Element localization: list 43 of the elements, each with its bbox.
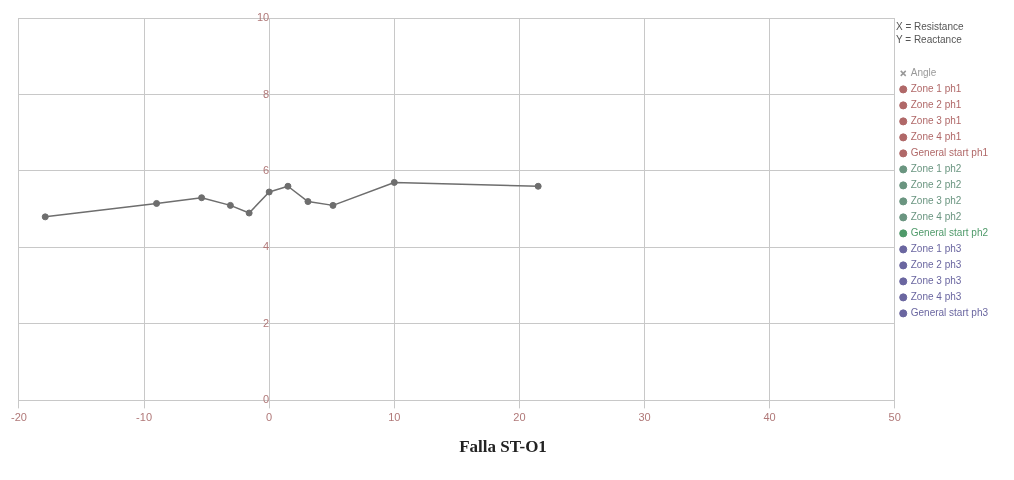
x-tick-label: 20 — [513, 411, 526, 424]
legend-label: Zone 1 ph2 — [910, 163, 962, 175]
legend-label: Zone 1 ph1 — [910, 83, 962, 95]
legend-label: General start ph3 — [910, 307, 989, 319]
legend-label: Zone 3 ph1 — [910, 115, 962, 127]
x-tick-label: -10 — [136, 411, 153, 424]
point — [284, 182, 292, 190]
point — [534, 182, 542, 190]
point — [153, 199, 161, 207]
y-tick-label: 6 — [263, 163, 270, 176]
legend-label: Zone 3 ph3 — [910, 275, 962, 287]
legend-label: Zone 2 ph2 — [910, 179, 962, 191]
y-tick-label: 10 — [256, 11, 270, 24]
x-tick-label: 50 — [888, 411, 901, 424]
x-tick-label: 30 — [638, 411, 651, 424]
y-tick-label: 0 — [263, 393, 270, 406]
text: X = Resistance — [896, 20, 964, 33]
legend-label: General start ph2 — [910, 227, 989, 239]
y-tick-label: 4 — [263, 240, 270, 253]
point — [198, 194, 206, 202]
text: Y = Reactance — [896, 33, 963, 46]
legend-label: Zone 2 ph1 — [910, 99, 962, 111]
point — [245, 209, 253, 217]
y-tick-label: 8 — [263, 87, 270, 100]
x-tick-label: -20 — [11, 411, 27, 424]
legend-label: Zone 1 ph3 — [910, 243, 962, 255]
point — [265, 188, 273, 196]
legend-label: General start ph1 — [910, 147, 989, 159]
point — [390, 178, 398, 186]
x-tick-label: 10 — [388, 411, 401, 424]
x-tick-label: 40 — [763, 411, 776, 424]
legend-label: Zone 4 ph1 — [910, 131, 962, 143]
text: Falla ST-O1 — [459, 437, 547, 457]
legend-label: Angle — [910, 67, 937, 79]
point — [41, 213, 49, 221]
point — [226, 201, 234, 209]
point — [304, 198, 312, 206]
point — [329, 201, 337, 209]
y-tick-label: 2 — [263, 316, 270, 329]
legend-label: Zone 4 ph3 — [910, 291, 962, 303]
legend-label: Zone 4 ph2 — [910, 211, 962, 223]
legend-label: Zone 2 ph3 — [910, 259, 962, 271]
legend-label: Zone 3 ph2 — [910, 195, 962, 207]
